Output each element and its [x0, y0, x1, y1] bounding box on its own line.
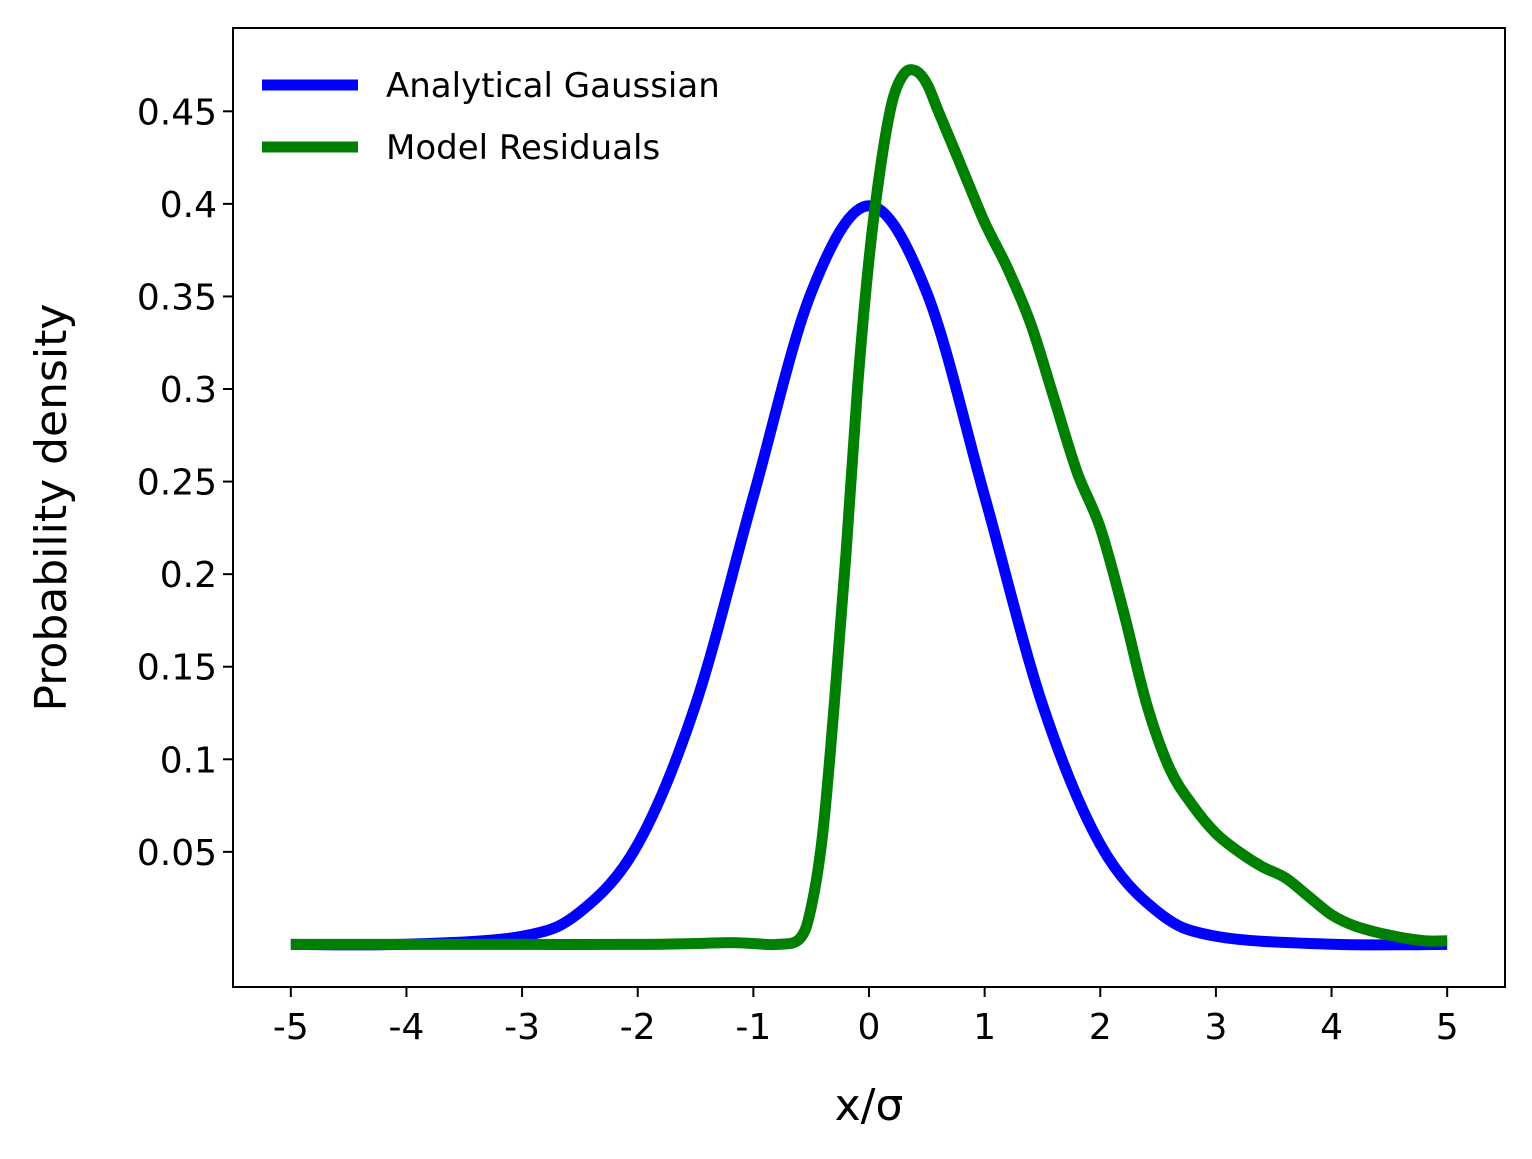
x-tick-label: 2 [1089, 1007, 1112, 1048]
legend: Analytical Gaussian Model Residuals [262, 66, 720, 168]
y-tick-label: 0.05 [137, 833, 217, 874]
legend-label: Model Residuals [386, 128, 660, 168]
y-tick-label: 0.45 [137, 92, 217, 133]
x-tick-label: 0 [858, 1007, 881, 1048]
y-tick-label: 0.15 [137, 648, 217, 689]
y-tick-label: 0.4 [160, 185, 217, 226]
legend-label: Analytical Gaussian [386, 66, 720, 106]
y-axis-ticks: 0.05 0.1 0.15 0.2 0.25 0.3 0.35 0.4 0.45 [137, 92, 233, 874]
x-axis-ticks: -5 -4 -3 -2 -1 0 1 2 3 4 5 [273, 987, 1459, 1048]
x-tick-label: 5 [1436, 1007, 1459, 1048]
series-line-model-residuals [290, 64, 1448, 951]
y-tick-label: 0.2 [160, 555, 217, 596]
x-tick-label: 4 [1320, 1007, 1343, 1048]
x-tick-label: -3 [504, 1007, 540, 1048]
y-tick-label: 0.1 [160, 740, 217, 781]
x-tick-label: -1 [735, 1007, 771, 1048]
plot-frame [232, 27, 1506, 988]
x-tick-label: 3 [1204, 1007, 1227, 1048]
y-tick-label: 0.35 [137, 277, 217, 318]
series-line-analytical-gaussian [290, 200, 1448, 951]
x-axis-label: x/σ [835, 1080, 904, 1131]
x-tick-label: -2 [620, 1007, 656, 1048]
x-tick-label: -5 [273, 1007, 309, 1048]
x-tick-label: 1 [973, 1007, 996, 1048]
series-layer [290, 64, 1448, 951]
x-tick-label: -4 [389, 1007, 425, 1048]
y-axis-label: Probability density [26, 304, 77, 712]
y-tick-label: 0.3 [160, 370, 217, 411]
y-tick-label: 0.25 [137, 463, 217, 504]
